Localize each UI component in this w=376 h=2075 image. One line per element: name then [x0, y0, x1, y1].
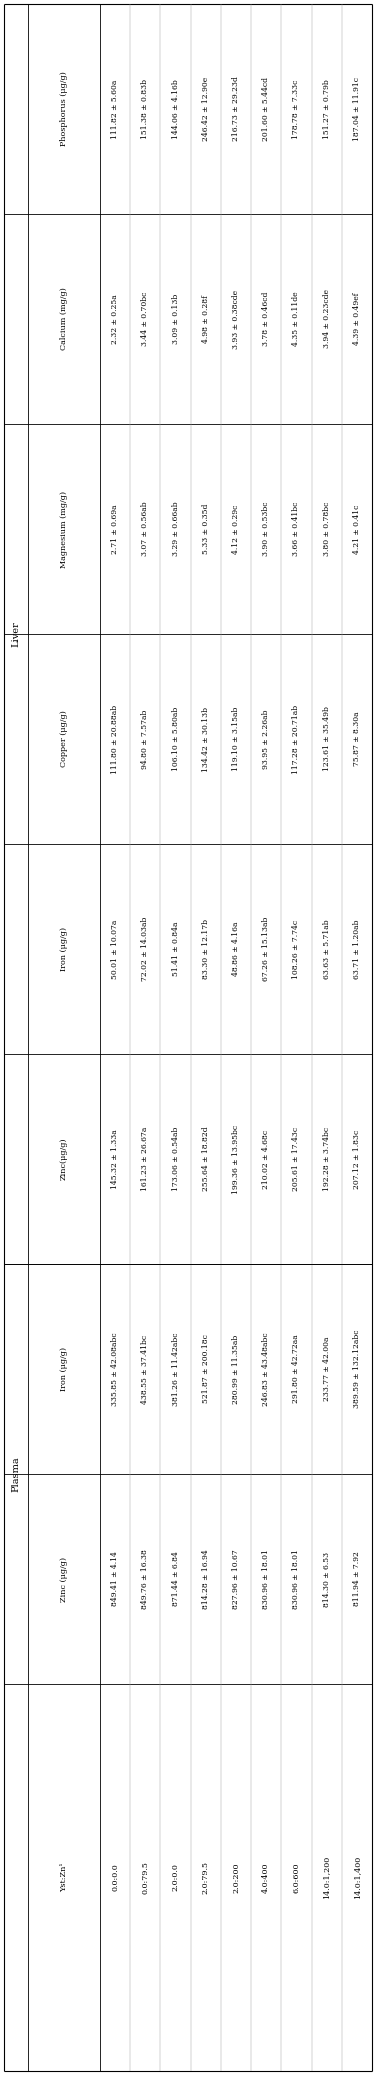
Text: 3.44 ± 0.70bc: 3.44 ± 0.70bc [141, 293, 149, 347]
Text: 207.12 ± 1.83c: 207.12 ± 1.83c [353, 1129, 361, 1189]
Text: 6.0:600: 6.0:600 [293, 1861, 300, 1892]
Text: 849.41 ± 4.14: 849.41 ± 4.14 [111, 1552, 119, 1606]
Text: 3.94 ± 0.23cde: 3.94 ± 0.23cde [323, 290, 331, 349]
Text: 2.0:200: 2.0:200 [232, 1861, 240, 1892]
Text: 14.0:1,200: 14.0:1,200 [323, 1855, 331, 1899]
Text: 199.36 ± 13.95bc: 199.36 ± 13.95bc [232, 1125, 240, 1193]
Text: 201.60 ± 5.44cd: 201.60 ± 5.44cd [262, 77, 270, 141]
Text: 83.30 ± 12.17b: 83.30 ± 12.17b [202, 919, 210, 979]
Text: 5.33 ± 0.35d: 5.33 ± 0.35d [202, 504, 210, 554]
Text: 48.86 ± 4.16a: 48.86 ± 4.16a [232, 921, 240, 975]
Text: 134.42 ± 30.13b: 134.42 ± 30.13b [202, 706, 210, 772]
Text: 106.10 ± 5.80ab: 106.10 ± 5.80ab [171, 708, 180, 772]
Text: Copper (μg/g): Copper (μg/g) [60, 710, 68, 768]
Text: 161.23 ± 26.67a: 161.23 ± 26.67a [141, 1127, 149, 1191]
Text: 145.32 ± 1.33a: 145.32 ± 1.33a [111, 1129, 119, 1189]
Text: 4.12 ± 0.29c: 4.12 ± 0.29c [232, 504, 240, 554]
Text: 216.73 ± 29.23d: 216.73 ± 29.23d [232, 77, 240, 141]
Text: 830.96 ± 18.01: 830.96 ± 18.01 [293, 1550, 300, 1608]
Text: 335.85 ± 42.08abc: 335.85 ± 42.08abc [111, 1332, 119, 1407]
Text: 246.83 ± 43.48abc: 246.83 ± 43.48abc [262, 1332, 270, 1407]
Text: 849.76 ± 16.38: 849.76 ± 16.38 [141, 1550, 149, 1608]
Text: 280.99 ± 11.35ab: 280.99 ± 11.35ab [232, 1334, 240, 1403]
Text: 119.10 ± 3.15ab: 119.10 ± 3.15ab [232, 708, 240, 772]
Text: 63.71 ± 1.20ab: 63.71 ± 1.20ab [353, 919, 361, 979]
Text: 192.28 ± 3.74bc: 192.28 ± 3.74bc [323, 1127, 331, 1191]
Text: 93.95 ± 2.26ab: 93.95 ± 2.26ab [262, 710, 270, 768]
Text: Magnesium (mg/g): Magnesium (mg/g) [60, 490, 68, 569]
Text: 151.38 ± 0.83b: 151.38 ± 0.83b [141, 79, 149, 139]
Text: Zinc (μg/g): Zinc (μg/g) [60, 1556, 68, 1602]
Text: 3.29 ± 0.66ab: 3.29 ± 0.66ab [171, 502, 180, 556]
Text: 814.28 ± 16.94: 814.28 ± 16.94 [202, 1550, 210, 1608]
Text: 3.93 ± 0.38cde: 3.93 ± 0.38cde [232, 288, 240, 349]
Text: 63.63 ± 5.71ab: 63.63 ± 5.71ab [323, 919, 331, 979]
Text: 3.09 ± 0.13b: 3.09 ± 0.13b [171, 295, 180, 344]
Text: 111.80 ± 20.88ab: 111.80 ± 20.88ab [111, 703, 119, 774]
Text: 51.41 ± 0.84a: 51.41 ± 0.84a [171, 921, 180, 975]
Text: 4.35 ± 0.11de: 4.35 ± 0.11de [293, 293, 300, 347]
Text: 3.78 ± 0.46cd: 3.78 ± 0.46cd [262, 293, 270, 347]
Text: 173.06 ± 0.54ab: 173.06 ± 0.54ab [171, 1127, 180, 1191]
Text: 291.80 ± 42.72aa: 291.80 ± 42.72aa [293, 1334, 300, 1403]
Text: 50.01 ± 10.07a: 50.01 ± 10.07a [111, 919, 119, 979]
Text: 151.27 ± 0.79b: 151.27 ± 0.79b [323, 79, 331, 139]
Text: 72.02 ± 14.03ab: 72.02 ± 14.03ab [141, 917, 149, 981]
Text: 246.42 ± 12.90e: 246.42 ± 12.90e [202, 77, 210, 141]
Text: 117.28 ± 20.71ab: 117.28 ± 20.71ab [293, 703, 300, 774]
Text: Yst:Zn¹: Yst:Zn¹ [60, 1863, 68, 1892]
Text: 2.71 ± 0.69a: 2.71 ± 0.69a [111, 504, 119, 554]
Text: Iron (μg/g): Iron (μg/g) [60, 928, 68, 971]
Text: 4.98 ± 0.28f: 4.98 ± 0.28f [202, 295, 210, 342]
Text: 0.0:0.0: 0.0:0.0 [111, 1863, 119, 1892]
Text: 14.0:1,400: 14.0:1,400 [353, 1855, 361, 1899]
Text: 389.59 ± 132.12abc: 389.59 ± 132.12abc [353, 1330, 361, 1409]
Text: 814.30 ± 6.53: 814.30 ± 6.53 [323, 1552, 331, 1606]
Text: 144.06 ± 4.16b: 144.06 ± 4.16b [171, 79, 180, 139]
Text: 811.94 ± 7.92: 811.94 ± 7.92 [353, 1552, 361, 1606]
Text: 75.87 ± 8.30a: 75.87 ± 8.30a [353, 712, 361, 766]
Text: 4.0:400: 4.0:400 [262, 1861, 270, 1892]
Text: 123.61 ± 35.49b: 123.61 ± 35.49b [323, 708, 331, 772]
Text: 438.55 ± 37.41bc: 438.55 ± 37.41bc [141, 1334, 149, 1403]
Text: 2.32 ± 0.25a: 2.32 ± 0.25a [111, 295, 119, 344]
Text: Phosphorus (μg/g): Phosphorus (μg/g) [60, 71, 68, 147]
Text: Liver: Liver [12, 620, 21, 647]
Text: 2.0:0.0: 2.0:0.0 [171, 1863, 180, 1892]
Text: 3.07 ± 0.56ab: 3.07 ± 0.56ab [141, 502, 149, 556]
Text: Zinc(μg/g): Zinc(μg/g) [60, 1137, 68, 1181]
Text: 521.87 ± 200.18c: 521.87 ± 200.18c [202, 1334, 210, 1403]
Text: 381.26 ± 11.42abc: 381.26 ± 11.42abc [171, 1332, 180, 1405]
Text: 187.04 ± 11.91c: 187.04 ± 11.91c [353, 77, 361, 141]
Text: 67.26 ± 15.13ab: 67.26 ± 15.13ab [262, 917, 270, 981]
Text: 830.96 ± 18.01: 830.96 ± 18.01 [262, 1550, 270, 1608]
Text: 3.80 ± 0.78bc: 3.80 ± 0.78bc [323, 502, 331, 556]
Text: 210.02 ± 4.68c: 210.02 ± 4.68c [262, 1129, 270, 1189]
Text: 4.21 ± 0.41c: 4.21 ± 0.41c [353, 504, 361, 554]
Text: 3.66 ± 0.41bc: 3.66 ± 0.41bc [293, 502, 300, 556]
Text: 871.44 ± 6.84: 871.44 ± 6.84 [171, 1552, 180, 1606]
Text: 233.77 ± 42.00a: 233.77 ± 42.00a [323, 1336, 331, 1401]
Text: 0.0:79.5: 0.0:79.5 [141, 1861, 149, 1894]
Text: 111.82 ± 5.60a: 111.82 ± 5.60a [111, 79, 119, 139]
Text: 827.96 ± 10.67: 827.96 ± 10.67 [232, 1550, 240, 1608]
Text: 3.90 ± 0.53bc: 3.90 ± 0.53bc [262, 502, 270, 556]
Text: Calcium (mg/g): Calcium (mg/g) [60, 288, 68, 351]
Text: 205.61 ± 17.43c: 205.61 ± 17.43c [293, 1127, 300, 1191]
Text: 255.64 ± 18.82d: 255.64 ± 18.82d [202, 1127, 210, 1191]
Text: 94.80 ± 7.57ab: 94.80 ± 7.57ab [141, 710, 149, 768]
Text: 2.0:79.5: 2.0:79.5 [202, 1861, 210, 1894]
Text: 178.78 ± 7.33c: 178.78 ± 7.33c [293, 79, 300, 139]
Text: Plasma: Plasma [12, 1457, 21, 1492]
Text: 108.26 ± 7.74c: 108.26 ± 7.74c [293, 919, 300, 979]
Text: Iron (μg/g): Iron (μg/g) [60, 1347, 68, 1390]
Text: 4.39 ± 0.49ef: 4.39 ± 0.49ef [353, 293, 361, 344]
